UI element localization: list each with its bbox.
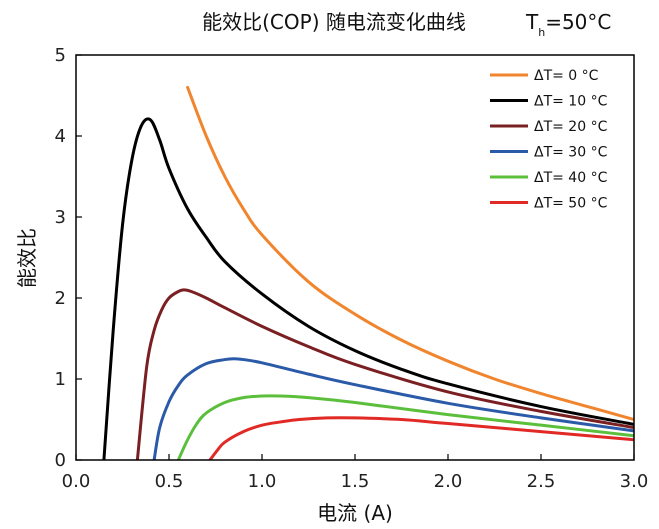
x-axis-title: 电流 (A) bbox=[317, 501, 393, 525]
y-tick-label: 4 bbox=[55, 126, 66, 147]
annotation-rest: =50°C bbox=[545, 10, 611, 34]
y-tick-label: 1 bbox=[55, 369, 66, 390]
y-axis-title: 能效比 bbox=[15, 228, 39, 288]
legend-label-2: ΔT= 20 °C bbox=[534, 119, 608, 135]
y-tick-label: 0 bbox=[55, 450, 66, 471]
legend-label-1: ΔT= 10 °C bbox=[534, 94, 608, 110]
y-tick-label: 5 bbox=[55, 45, 66, 66]
series-line-0 bbox=[186, 85, 634, 421]
x-tick-label: 2.5 bbox=[527, 471, 556, 492]
legend-label-5: ΔT= 50 °C bbox=[534, 196, 608, 212]
x-tick-label: 1.5 bbox=[341, 471, 370, 492]
chart-annotation: Th=50°C bbox=[525, 10, 611, 39]
plot-frame bbox=[75, 54, 635, 461]
x-tick-label: 0.5 bbox=[155, 471, 184, 492]
ticks-layer: 0.0 0.5 1.0 1.5 2.0 2.5 3.0 0 1 2 3 4 5 bbox=[55, 45, 649, 492]
series-line-2 bbox=[135, 288, 634, 460]
annotation-subscript: h bbox=[538, 26, 545, 39]
chart-title: 能效比(COP) 随电流变化曲线 bbox=[202, 10, 466, 34]
x-tick-label: 3.0 bbox=[620, 471, 649, 492]
legend: ΔT= 0 °C ΔT= 10 °C ΔT= 20 °C ΔT= 30 °C ΔT= 4… bbox=[490, 68, 608, 212]
x-tick-label: 1.0 bbox=[248, 471, 277, 492]
legend-label-0: ΔT= 0 °C bbox=[534, 68, 599, 84]
series-line-1 bbox=[102, 117, 634, 460]
x-tick-label: 0.0 bbox=[62, 471, 91, 492]
series-layer bbox=[102, 85, 634, 460]
legend-label-4: ΔT= 40 °C bbox=[534, 170, 608, 186]
series-line-3 bbox=[152, 357, 634, 460]
annotation-symbol: T bbox=[525, 10, 539, 34]
series-line-4 bbox=[176, 394, 634, 460]
y-tick-label: 3 bbox=[55, 207, 66, 228]
x-tick-label: 2.0 bbox=[434, 471, 463, 492]
y-tick-label: 2 bbox=[55, 288, 66, 309]
legend-label-3: ΔT= 30 °C bbox=[534, 145, 608, 161]
series-line-5 bbox=[208, 416, 634, 460]
